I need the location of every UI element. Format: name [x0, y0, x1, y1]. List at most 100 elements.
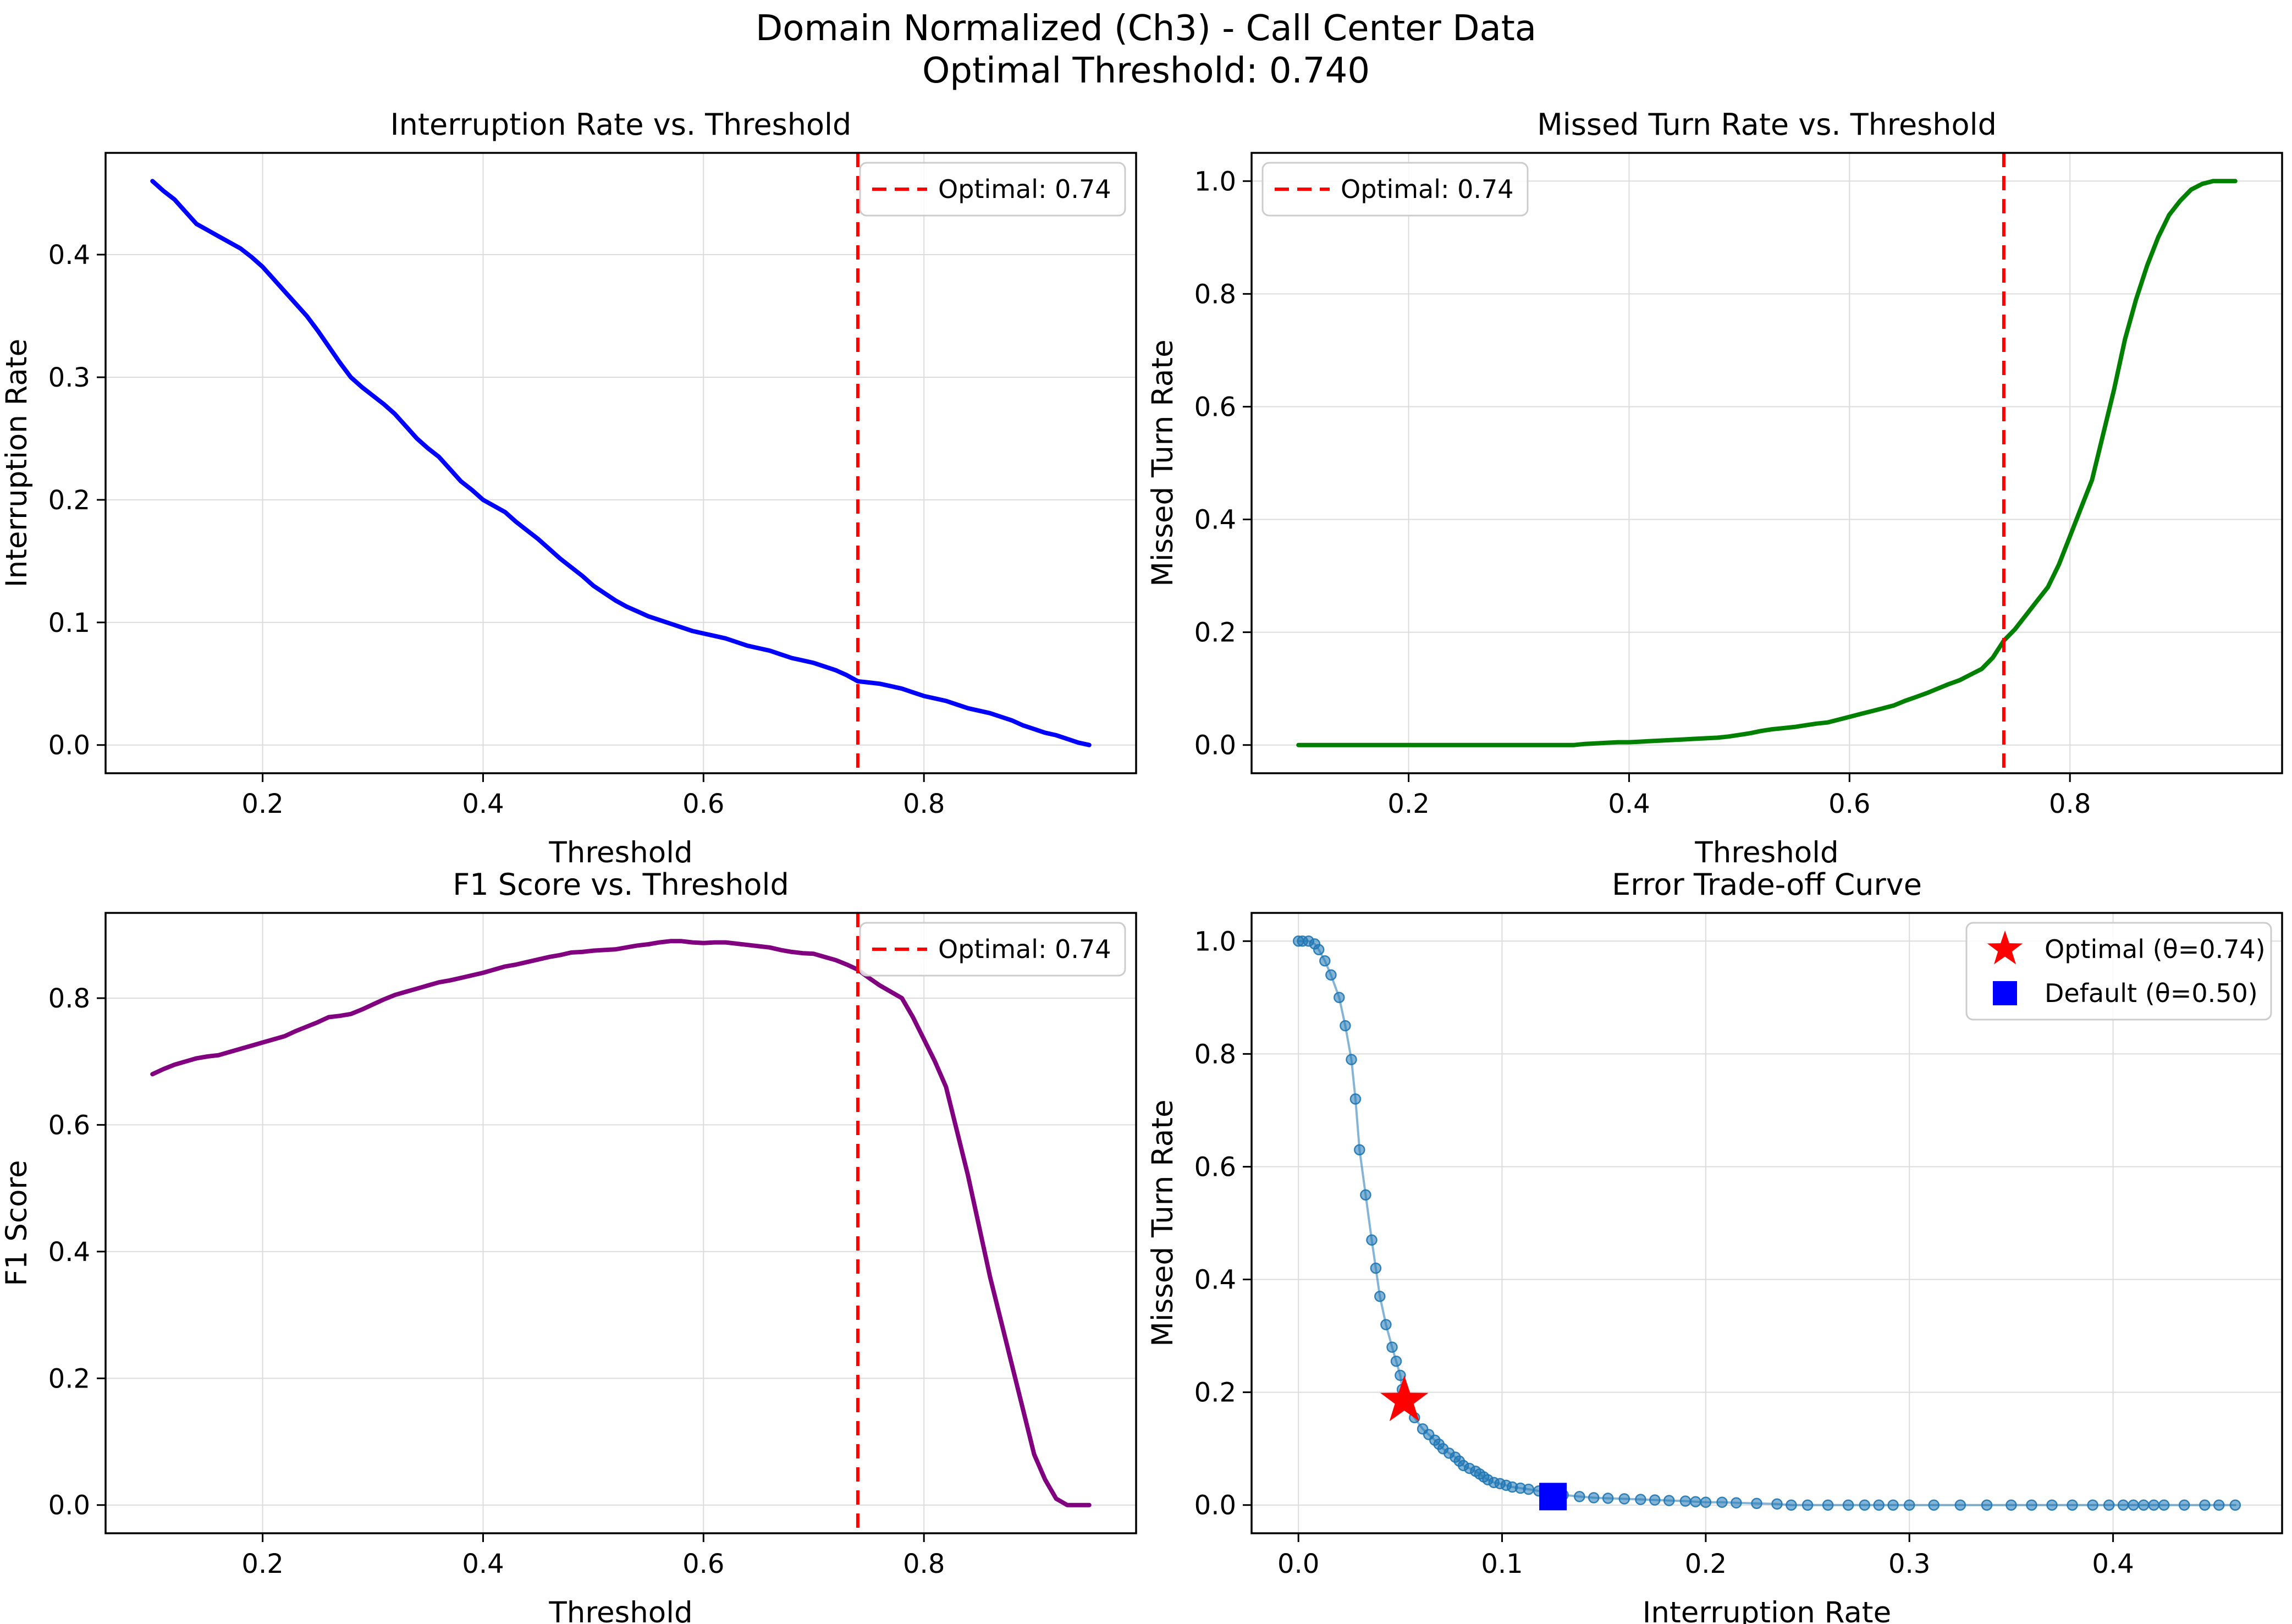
suptitle-line2: Optimal Threshold: 0.740 [922, 50, 1370, 91]
y-tick-label: 0.4 [1194, 505, 1236, 536]
data-point [1386, 1341, 1398, 1353]
data-point [2067, 1499, 2078, 1511]
legend-box [1965, 922, 2272, 1021]
y-tick-label: 0.8 [1194, 279, 1236, 310]
legend-label: Optimal: 0.74 [938, 934, 1111, 964]
data-point [2026, 1499, 2037, 1511]
data-point [1928, 1499, 1940, 1511]
default-marker [1539, 1483, 1567, 1511]
data-point [1325, 969, 1337, 981]
x-tick-label: 0.6 [682, 1549, 724, 1579]
axes-frame [1250, 152, 2283, 774]
x-tick-label: 0.4 [2092, 1549, 2134, 1579]
y-axis-label: Interruption Rate [0, 339, 34, 587]
data-point [1873, 1499, 1885, 1511]
axes-frame [104, 152, 1137, 774]
x-axis-label: Threshold [1694, 836, 1838, 869]
y-tick-label: 0.0 [1194, 730, 1236, 761]
data-point [2213, 1499, 2225, 1511]
y-tick-label: 0.2 [48, 485, 90, 516]
data-point [1588, 1492, 1600, 1504]
y-axis-label: Missed Turn Rate [1146, 1099, 1180, 1347]
legend-label: Optimal: 0.74 [1341, 174, 1514, 204]
legend-box [859, 162, 1126, 217]
chart-missed-turn-rate-vs-threshold: 0.2 0.4 0.6 0.8 0.0 0.2 0.4 0.6 0.8 1.0 Missed Tur… [1146, 107, 2283, 869]
y-tick-label: 0.2 [1194, 1378, 1236, 1408]
y-tick-label: 0.0 [48, 1490, 90, 1521]
data-point [1859, 1499, 1871, 1511]
y-tick-label: 0.2 [48, 1363, 90, 1394]
x-tick-label: 0.2 [241, 1549, 283, 1579]
data-point [2103, 1499, 2115, 1511]
x-tick-label: 0.2 [1685, 1549, 1727, 1579]
y-tick-label: 0.6 [1194, 392, 1236, 423]
series-interruption-rate [150, 179, 1092, 747]
data-point [1635, 1494, 1646, 1505]
legend-label: Optimal: 0.74 [938, 174, 1111, 204]
data-point [1319, 955, 1331, 967]
legend-label: Optimal (θ=0.74) [2045, 934, 2266, 964]
data-point [1390, 1355, 1402, 1367]
y-tick-label: 0.4 [48, 240, 90, 271]
data-point [1602, 1493, 1614, 1504]
data-point [1574, 1491, 1585, 1502]
data-point [1334, 992, 1345, 1004]
chart-interruption-rate-vs-threshold: 0.2 0.4 0.6 0.8 0.0 0.1 0.2 0.3 0.4 Interruption … [0, 107, 1137, 869]
series-trade-off [1297, 940, 2236, 1506]
data-point [2148, 1499, 2159, 1511]
data-point [2128, 1499, 2139, 1511]
y-tick-label: 0.1 [48, 608, 90, 638]
data-point [1771, 1498, 1783, 1510]
x-tick-label: 0.4 [462, 1549, 504, 1579]
y-tick-label: 0.8 [1194, 1039, 1236, 1070]
data-point [1417, 1423, 1429, 1435]
data-point [1801, 1499, 1814, 1511]
data-point [1395, 1369, 1406, 1381]
axes-frame [104, 912, 1137, 1534]
x-axis-label: Threshold [548, 836, 692, 869]
data-point [1679, 1495, 1692, 1507]
chart-title: Missed Turn Rate vs. Threshold [1537, 107, 1997, 142]
data-point [2137, 1499, 2150, 1511]
data-point [1366, 1234, 1378, 1246]
data-point [2178, 1499, 2190, 1511]
data-point [1690, 1496, 1701, 1507]
data-point [1360, 1189, 1371, 1201]
data-point [1716, 1496, 1728, 1508]
x-tick-label: 0.1 [1481, 1549, 1523, 1579]
x-tick-label: 0.8 [903, 1549, 945, 1579]
y-tick-label: 0.4 [1194, 1265, 1236, 1296]
data-point [2087, 1499, 2098, 1511]
y-axis-label: F1 Score [0, 1160, 34, 1286]
y-tick-label: 0.6 [1194, 1152, 1236, 1183]
legend-square-sample [1993, 981, 2017, 1005]
y-tick-label: 0.8 [48, 983, 90, 1014]
data-point [1903, 1499, 1915, 1511]
x-tick-label: 0.4 [462, 789, 504, 819]
chart-error-trade-off-curve: 0.0 0.1 0.2 0.3 0.4 0.0 0.2 0.4 0.6 0.8 1.0 Error T… [1146, 867, 2283, 1624]
x-tick-label: 0.8 [2049, 789, 2091, 819]
y-axis-label: Missed Turn Rate [1146, 339, 1180, 587]
x-tick-label: 0.2 [1387, 789, 1429, 819]
legend-star-sample [1987, 931, 2023, 965]
x-tick-label: 0.2 [241, 789, 283, 819]
data-point [1349, 1093, 1362, 1105]
data-point [2046, 1499, 2058, 1511]
data-point [1663, 1495, 1675, 1506]
x-tick-label: 0.6 [682, 789, 724, 819]
chart-title: Error Trade-off Curve [1612, 867, 1922, 902]
x-tick-label: 0.8 [903, 789, 945, 819]
data-point [1292, 935, 1304, 947]
x-axis-label: Threshold [548, 1596, 692, 1624]
legend-box [859, 922, 1126, 977]
data-point [1842, 1499, 1854, 1511]
optimal-marker [1380, 1375, 1429, 1422]
data-point [2199, 1499, 2211, 1511]
y-tick-label: 0.3 [48, 362, 90, 393]
data-point [1370, 1262, 1382, 1274]
y-tick-label: 0.6 [48, 1110, 90, 1141]
legend-box [1261, 162, 1529, 217]
data-point [1981, 1499, 1993, 1511]
figure-suptitle: Domain Normalized (Ch3) - Call Center Da… [0, 8, 2292, 92]
chart-title: F1 Score vs. Threshold [453, 867, 789, 902]
